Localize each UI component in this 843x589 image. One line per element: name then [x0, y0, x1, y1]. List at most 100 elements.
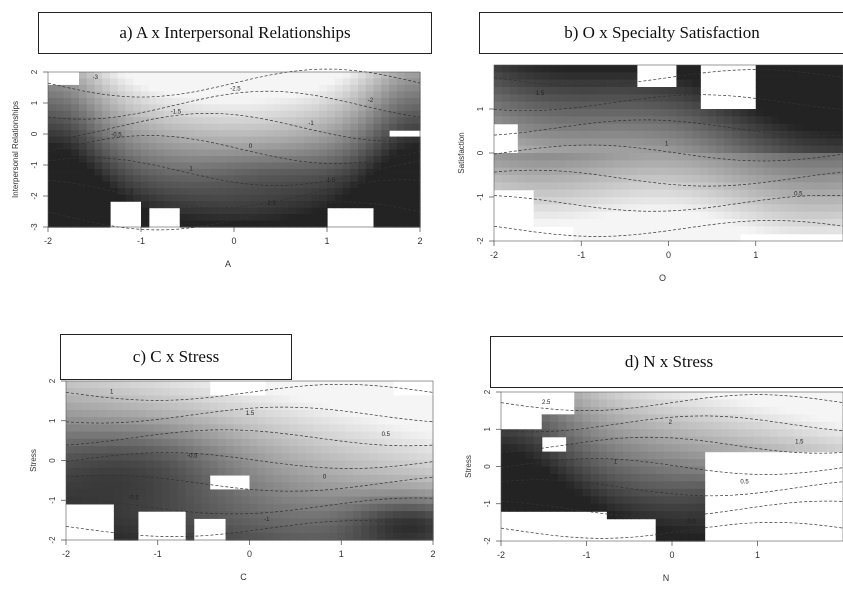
heatmap-cell [97, 489, 107, 498]
heatmap-cell [597, 182, 606, 191]
heatmap-cell [327, 123, 336, 131]
heatmap-cell [724, 109, 733, 117]
heatmap-cell [164, 201, 173, 209]
contour-line [65, 429, 434, 447]
heatmap-cell [141, 214, 150, 222]
heatmap-cell [755, 226, 765, 235]
heatmap-cell [647, 496, 657, 505]
heatmap-cell [652, 197, 662, 205]
heatmap-cell [573, 109, 582, 117]
heatmap-cell [203, 130, 212, 138]
heatmap-cell [549, 131, 559, 139]
y-tick-label: 2 [48, 378, 57, 383]
heatmap-cell [396, 194, 406, 202]
heatmap-cell [265, 181, 274, 189]
heatmap-cell [361, 438, 370, 447]
heatmap-cell [606, 414, 616, 423]
heatmap-cell [737, 429, 746, 438]
heatmap-cell [581, 94, 590, 103]
heatmap-cell [179, 72, 189, 80]
heatmap-cell [573, 131, 582, 139]
heatmap-cell [509, 153, 519, 161]
heatmap-cell [668, 94, 678, 103]
heatmap-cell [209, 417, 219, 425]
heatmap-cell [102, 162, 111, 170]
heatmap-cell [187, 155, 196, 164]
heatmap-cell [334, 123, 344, 131]
heatmap-cell [692, 189, 701, 198]
heatmap-cell [86, 214, 96, 222]
heatmap-cell [753, 392, 763, 401]
heatmap-cell [311, 181, 320, 189]
heatmap-cell [612, 182, 622, 191]
heatmap-cell [249, 511, 259, 519]
heatmap-cell [337, 424, 346, 433]
heatmap-cell [652, 211, 662, 220]
heatmap-cell [195, 110, 204, 118]
heatmap-cell [73, 424, 83, 433]
heatmap-cell [581, 79, 590, 88]
x-tick-label: 1 [339, 549, 344, 559]
heatmap-cell [133, 136, 142, 144]
heatmap-cell [81, 431, 91, 440]
heatmap-cell [102, 220, 111, 228]
heatmap-cell [353, 402, 362, 411]
heatmap-cell [747, 109, 757, 117]
heatmap-cell [161, 467, 171, 476]
heatmap-cell [581, 211, 590, 220]
heatmap-cell [533, 436, 543, 445]
heatmap-cell [597, 175, 606, 183]
heatmap-cell [517, 503, 527, 512]
heatmap-cell [365, 91, 375, 99]
heatmap-cell [296, 188, 305, 196]
heatmap-cell [676, 131, 685, 139]
heatmap-cell [777, 414, 787, 423]
heatmap-cell [145, 503, 155, 512]
heatmap-cell [249, 417, 259, 425]
heatmap-cell [201, 431, 211, 440]
heatmap-cell [329, 446, 338, 454]
heatmap-cell [187, 220, 196, 228]
heatmap-cell [628, 123, 638, 132]
heatmap-cell [574, 496, 584, 505]
heatmap-cell [48, 84, 57, 92]
heatmap-cell [573, 182, 582, 191]
heatmap-cell [835, 226, 843, 235]
heatmap-cell [787, 189, 797, 198]
heatmap-cell [377, 402, 386, 411]
heatmap-cell [105, 460, 115, 469]
heatmap-cell [193, 503, 203, 512]
heatmap-cell [573, 204, 582, 213]
heatmap-cell [724, 116, 733, 125]
heatmap-cell [241, 431, 251, 440]
heatmap-cell [161, 424, 171, 433]
heatmap-cell [281, 381, 290, 389]
heatmap-cell [417, 482, 426, 491]
heatmap-cell [779, 79, 789, 88]
heatmap-cell [217, 438, 227, 447]
heatmap-cell [148, 110, 158, 118]
heatmap-cell [234, 136, 243, 144]
heatmap-cell [404, 207, 413, 215]
heatmap-cell [795, 204, 804, 213]
heatmap-cell [574, 473, 584, 482]
heatmap-cell [327, 130, 336, 138]
heatmap-cell [145, 417, 155, 425]
heatmap-cell [210, 84, 220, 92]
heatmap-cell [763, 211, 773, 220]
heatmap-cell [195, 201, 204, 209]
heatmap-cell [803, 145, 812, 154]
heatmap-cell [598, 451, 608, 460]
contour-line [500, 522, 843, 539]
heatmap-cell [210, 91, 220, 99]
heatmap-cell [401, 518, 410, 527]
heatmap-cell [819, 167, 828, 176]
heatmap-cell [771, 138, 781, 147]
heatmap-cell [557, 182, 566, 191]
heatmap-cell [684, 123, 693, 132]
heatmap-cell [217, 511, 227, 519]
contour-line [65, 452, 434, 469]
heatmap-cell [425, 511, 434, 519]
heatmap-cell [688, 533, 698, 542]
heatmap-cell [668, 167, 678, 176]
